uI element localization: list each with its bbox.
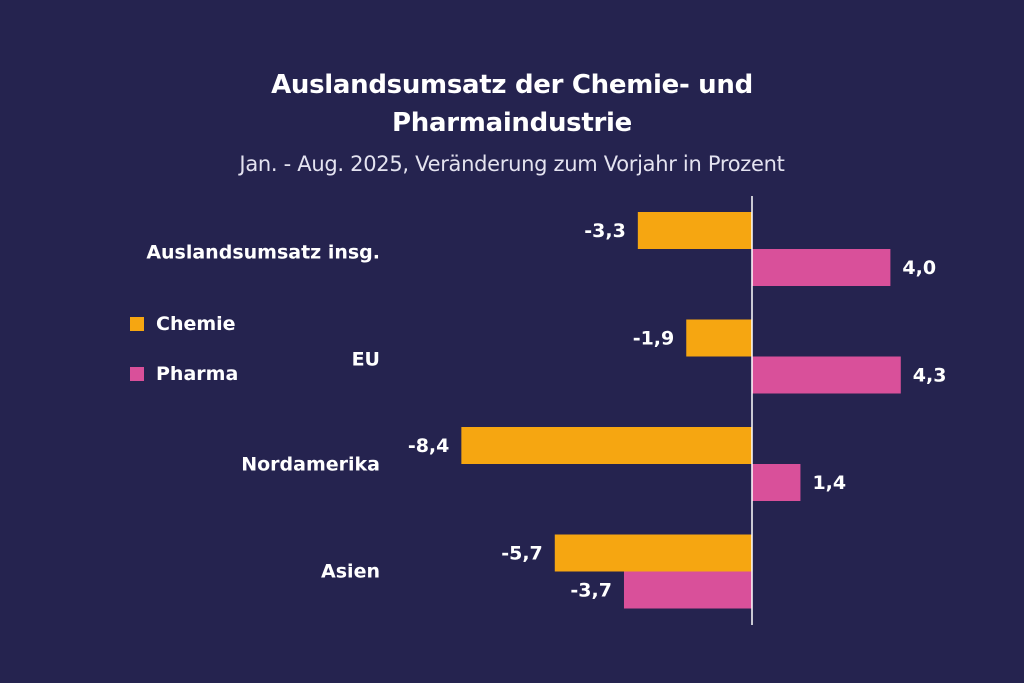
bar-chemie-eu — [686, 319, 752, 357]
legend-label-pharma: Pharma — [156, 363, 239, 385]
legend-swatch-pharma — [130, 367, 144, 381]
bar-pharma-eu — [752, 356, 901, 394]
category-label-asien: Asien — [321, 561, 380, 583]
value-label-chemie-nordamerika: -8,4 — [408, 435, 450, 457]
category-label-nordamerika: Nordamerika — [241, 454, 380, 476]
value-label-pharma-nordamerika: 1,4 — [812, 472, 846, 494]
bar-chemie-asien — [554, 534, 752, 572]
value-label-chemie-asien: -5,7 — [501, 543, 543, 565]
legend-item-chemie: Chemie — [130, 310, 238, 338]
value-label-chemie-eu: -1,9 — [633, 328, 675, 350]
legend-item-pharma: Pharma — [130, 360, 238, 388]
legend-swatch-chemie — [130, 317, 144, 331]
chart-title-line-2: Pharmaindustrie — [392, 108, 632, 138]
bar-chemie-nordamerika — [461, 427, 752, 464]
value-label-pharma-asien: -3,7 — [570, 580, 612, 602]
legend-label-chemie: Chemie — [156, 313, 236, 335]
category-label-auslandsumsatz-insg: Auslandsumsatz insg. — [146, 242, 380, 264]
category-label-eu: EU — [352, 349, 380, 371]
bar-pharma-nordamerika — [752, 464, 801, 501]
bar-chemie-auslandsumsatz-insg — [637, 212, 752, 249]
legend: Chemie Pharma — [130, 310, 238, 410]
chart-title: Auslandsumsatz der Chemie- und Pharmaind… — [0, 66, 1024, 142]
value-label-chemie-auslandsumsatz-insg: -3,3 — [584, 220, 626, 242]
bar-pharma-auslandsumsatz-insg — [752, 249, 891, 286]
value-label-pharma-eu: 4,3 — [913, 365, 947, 387]
chart-title-line-1: Auslandsumsatz der Chemie- und — [271, 70, 753, 100]
value-label-pharma-auslandsumsatz-insg: 4,0 — [902, 257, 936, 279]
bar-pharma-asien — [623, 571, 752, 609]
chart-subtitle: Jan. - Aug. 2025, Veränderung zum Vorjah… — [239, 152, 785, 176]
